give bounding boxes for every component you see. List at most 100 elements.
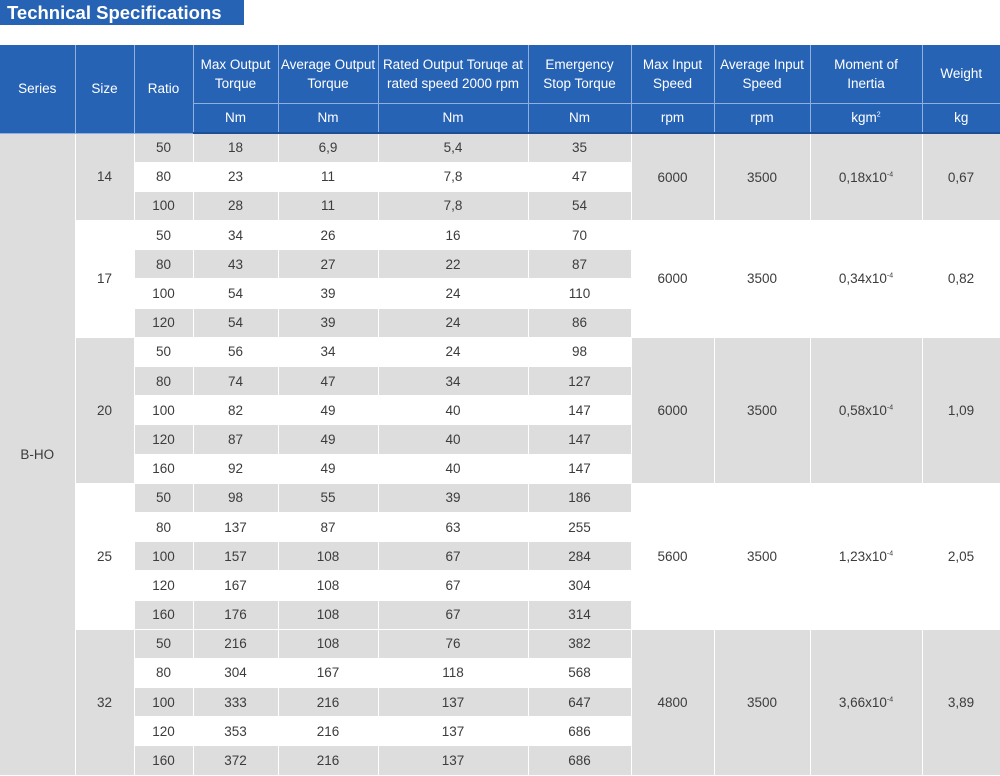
table-row: 80 304 167 118 568 <box>0 658 1000 689</box>
emergency-stop-torque-cell: 87 <box>528 249 632 280</box>
emergency-stop-torque-cell: 314 <box>528 600 632 630</box>
rated-output-torque-cell: 34 <box>378 366 529 397</box>
rated-output-torque-cell: 16 <box>378 220 529 251</box>
ratio-cell: 80 <box>134 249 194 280</box>
average-output-torque-cell: 26 <box>278 220 379 251</box>
size-cell: 17 <box>75 220 135 338</box>
table-row: 20 50 56 34 24 98 6000 3500 0,58x10-4 1,09 <box>0 337 1000 484</box>
header-weight: Weight <box>922 45 1000 104</box>
table-row: 120 54 39 24 86 <box>0 308 1000 338</box>
table-row: 100 82 49 40 147 <box>0 395 1000 426</box>
emergency-stop-torque-cell: 110 <box>528 278 632 309</box>
max-output-torque-cell: 28 <box>193 191 279 222</box>
average-output-torque-cell: 108 <box>278 541 379 572</box>
max-output-torque-cell: 54 <box>193 278 279 309</box>
average-output-torque-cell: 55 <box>278 483 379 513</box>
unit-cell: Nm <box>528 103 632 134</box>
emergency-stop-torque-cell: 686 <box>528 745 632 776</box>
table-row: 80 43 27 22 87 <box>0 249 1000 280</box>
header-average-input-speed: Average Input Speed <box>714 45 811 104</box>
header-max-output-torque: Max Output Torque <box>193 45 279 104</box>
moment-of-inertia-cell: 0,18x10-4 <box>810 133 923 222</box>
average-output-torque-cell: 87 <box>278 512 379 543</box>
table-row: 80 23 11 7,8 47 <box>0 162 1000 192</box>
average-output-torque-cell: 167 <box>278 658 379 689</box>
average-output-torque-cell: 6,9 <box>278 133 379 163</box>
ratio-cell: 100 <box>134 191 194 222</box>
ratio-cell: 50 <box>134 337 194 368</box>
max-output-torque-cell: 372 <box>193 745 279 776</box>
ratio-cell: 80 <box>134 512 194 543</box>
table-row: 25 50 98 55 39 186 5600 3500 1,23x10-4 2,05 <box>0 483 1000 630</box>
spec-table: Series Size Ratio Max Output Torque Avera… <box>0 45 1000 776</box>
rated-output-torque-cell: 137 <box>378 716 529 747</box>
average-output-torque-cell: 49 <box>278 395 379 426</box>
max-output-torque-cell: 353 <box>193 716 279 747</box>
unit-cell: rpm <box>714 103 811 134</box>
table-row: B-HO 14 50 18 6,9 5,4 35 6000 3500 0,18x10-4 0,67 <box>0 133 1000 776</box>
emergency-stop-torque-cell: 686 <box>528 716 632 747</box>
emergency-stop-torque-cell: 284 <box>528 541 632 572</box>
table-row: 120 353 216 137 686 <box>0 716 1000 747</box>
moment-of-inertia-cell: 3,66x10-4 <box>810 629 923 776</box>
header-rated-output-torque: Rated Output Toruqe at rated speed 2000 r… <box>378 45 529 104</box>
average-output-torque-cell: 11 <box>278 191 379 222</box>
max-output-torque-cell: 74 <box>193 366 279 397</box>
max-output-torque-cell: 92 <box>193 454 279 484</box>
emergency-stop-torque-cell: 647 <box>528 687 632 718</box>
ratio-cell: 100 <box>134 541 194 572</box>
emergency-stop-torque-cell: 186 <box>528 483 632 513</box>
max-output-torque-cell: 137 <box>193 512 279 543</box>
max-output-torque-cell: 87 <box>193 424 279 455</box>
size-cell: 14 <box>75 133 135 222</box>
rated-output-torque-cell: 40 <box>378 424 529 455</box>
table-row: 100 333 216 137 647 <box>0 687 1000 718</box>
max-output-torque-cell: 167 <box>193 570 279 601</box>
emergency-stop-torque-cell: 127 <box>528 366 632 397</box>
series-cell: B-HO <box>0 133 76 776</box>
rated-output-torque-cell: 76 <box>378 629 529 659</box>
table-row: 160 176 108 67 314 <box>0 600 1000 630</box>
average-input-speed-cell: 3500 <box>714 133 811 222</box>
emergency-stop-torque-cell: 382 <box>528 629 632 659</box>
max-output-torque-cell: 34 <box>193 220 279 251</box>
table-row: 100 28 11 7,8 54 <box>0 191 1000 222</box>
ratio-cell: 100 <box>134 278 194 309</box>
page-title: Technical Specifications <box>0 0 244 25</box>
unit-cell: Nm <box>278 103 379 134</box>
rated-output-torque-cell: 67 <box>378 541 529 572</box>
ratio-cell: 160 <box>134 454 194 484</box>
ratio-cell: 50 <box>134 483 194 513</box>
rated-output-torque-cell: 118 <box>378 658 529 689</box>
max-output-torque-cell: 23 <box>193 162 279 192</box>
average-output-torque-cell: 108 <box>278 629 379 659</box>
average-output-torque-cell: 47 <box>278 366 379 397</box>
rated-output-torque-cell: 22 <box>378 249 529 280</box>
table-row: 80 137 87 63 255 <box>0 512 1000 543</box>
average-output-torque-cell: 216 <box>278 716 379 747</box>
max-output-torque-cell: 56 <box>193 337 279 368</box>
average-output-torque-cell: 39 <box>278 278 379 309</box>
max-output-torque-cell: 333 <box>193 687 279 718</box>
ratio-cell: 120 <box>134 308 194 338</box>
average-output-torque-cell: 27 <box>278 249 379 280</box>
ratio-cell: 50 <box>134 133 194 163</box>
rated-output-torque-cell: 24 <box>378 308 529 338</box>
average-output-torque-cell: 49 <box>278 454 379 484</box>
emergency-stop-torque-cell: 255 <box>528 512 632 543</box>
header-average-output-torque: Average Output Torque <box>278 45 379 104</box>
max-output-torque-cell: 304 <box>193 658 279 689</box>
table-row: 32 50 216 108 76 382 4800 3500 3,66x10-4 3,89 <box>0 629 1000 776</box>
weight-cell: 0,67 <box>922 133 1000 222</box>
ratio-cell: 160 <box>134 745 194 776</box>
max-input-speed-cell: 4800 <box>631 629 715 776</box>
size-cell: 20 <box>75 337 135 484</box>
moment-of-inertia-cell: 1,23x10-4 <box>810 483 923 630</box>
max-output-torque-cell: 176 <box>193 600 279 630</box>
max-input-speed-cell: 6000 <box>631 220 715 338</box>
emergency-stop-torque-cell: 147 <box>528 454 632 484</box>
ratio-cell: 80 <box>134 658 194 689</box>
max-output-torque-cell: 98 <box>193 483 279 513</box>
unit-cell: Nm <box>193 103 279 134</box>
max-output-torque-cell: 82 <box>193 395 279 426</box>
